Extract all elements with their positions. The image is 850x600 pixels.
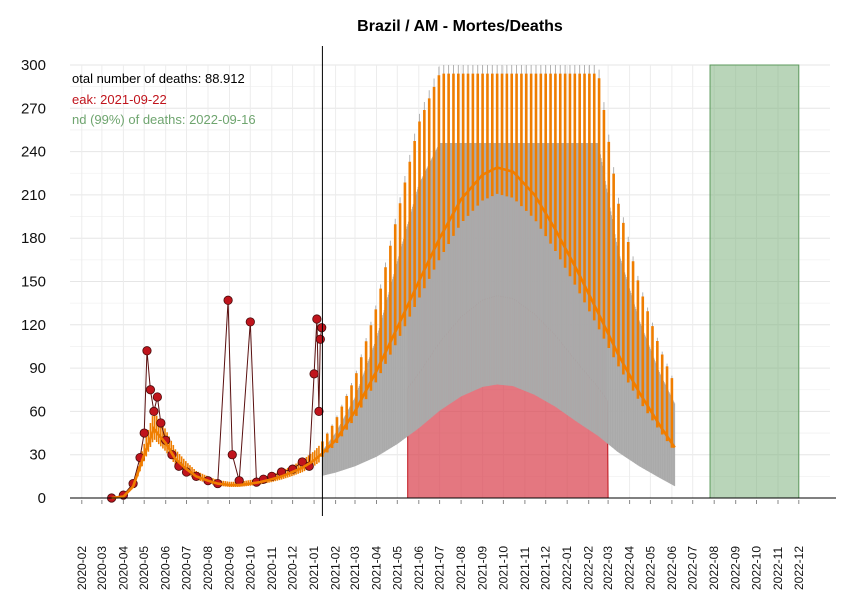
x-tick-label: 2021-01	[307, 546, 321, 590]
y-tick-label: 0	[38, 490, 46, 507]
x-tick-label: 2022-04	[623, 546, 637, 590]
x-tick-label: 2021-08	[454, 546, 468, 590]
x-tick-label: 2022-01	[560, 546, 574, 590]
x-tick-labels: 2020-02 2020-03 2020-04 2020-05 2020-06 2020-…	[75, 500, 806, 590]
observed-point	[297, 457, 307, 467]
uncertainty-lines	[128, 65, 676, 492]
y-tick-label: 240	[21, 144, 46, 161]
fit-series	[111, 166, 676, 500]
x-tick-label: 2021-09	[476, 546, 490, 590]
x-tick-label: 2022-12	[792, 546, 806, 590]
observed-point	[245, 317, 255, 327]
y-tick-label: 120	[21, 317, 46, 334]
x-tick-label: 2020-10	[243, 546, 257, 590]
observed-point	[156, 418, 166, 428]
y-tick-label: 90	[29, 360, 46, 377]
x-tick-label: 2022-06	[665, 546, 679, 590]
fit-line	[111, 166, 676, 500]
x-tick-label: 2020-02	[75, 546, 89, 590]
x-tick-label: 2020-05	[137, 546, 151, 590]
x-tick-label: 2021-02	[329, 546, 343, 590]
peak-annotation: eak: 2021-09-22	[72, 92, 167, 107]
end-annotation: nd (99%) of deaths: 2022-09-16	[72, 112, 256, 127]
x-tick-label: 2022-08	[707, 546, 721, 590]
x-tick-label: 2022-05	[643, 546, 657, 590]
observed-point	[315, 334, 325, 344]
x-tick-label: 2021-04	[369, 546, 383, 590]
x-tick-label: 2020-11	[265, 547, 279, 590]
total-deaths-annotation: otal number of deaths: 88.912	[72, 71, 245, 86]
x-tick-label: 2020-03	[95, 546, 109, 590]
observed-point	[152, 392, 162, 402]
x-tick-label: 2022-10	[749, 546, 763, 590]
observed-point	[223, 295, 233, 305]
y-tick-label: 60	[29, 403, 46, 420]
x-tick-label: 2021-11	[518, 547, 532, 590]
x-tick-label: 2020-04	[116, 546, 130, 590]
y-tick-label: 150	[21, 274, 46, 291]
x-tick-label: 2021-03	[348, 546, 362, 590]
x-tick-label: 2022-11	[771, 547, 785, 590]
observed-point	[142, 346, 152, 356]
end-band	[709, 64, 800, 499]
x-tick-label: 2021-06	[412, 546, 426, 590]
y-tick-label: 300	[21, 57, 46, 74]
y-tick-label: 270	[21, 100, 46, 117]
x-tick-label: 2020-09	[222, 546, 236, 590]
y-tick-label: 210	[21, 187, 46, 204]
annotations: otal number of deaths: 88.912 eak: 2021-…	[72, 71, 256, 127]
x-tick-label: 2021-07	[433, 546, 447, 590]
observed-point	[309, 369, 319, 379]
observed-point	[317, 323, 327, 333]
y-tick-labels: 0 30 60 90 120 150 180 210 240 270 300	[21, 57, 46, 507]
axes	[70, 46, 836, 516]
chart-title: Brazil / AM - Mortes/Deaths	[357, 18, 563, 35]
x-tick-label: 2021-10	[496, 546, 510, 590]
x-tick-label: 2020-07	[179, 546, 193, 590]
x-tick-label: 2021-05	[390, 546, 404, 590]
observed-point	[145, 385, 156, 395]
observed-point	[227, 450, 237, 460]
y-tick-label: 180	[21, 230, 46, 247]
observed-point	[139, 428, 149, 438]
observed-point	[314, 406, 324, 416]
x-tick-label: 2020-12	[286, 546, 300, 590]
x-tick-label: 2022-07	[686, 546, 700, 590]
x-tick-label: 2020-06	[159, 546, 173, 590]
x-tick-label: 2022-09	[729, 546, 743, 590]
x-tick-label: 2022-02	[582, 546, 596, 590]
observed-point	[149, 406, 159, 416]
x-tick-label: 2021-12	[539, 546, 553, 590]
x-tick-label: 2022-03	[601, 546, 615, 590]
observed-point	[312, 314, 322, 324]
x-tick-label: 2020-08	[201, 546, 215, 590]
y-tick-label: 30	[29, 447, 46, 464]
